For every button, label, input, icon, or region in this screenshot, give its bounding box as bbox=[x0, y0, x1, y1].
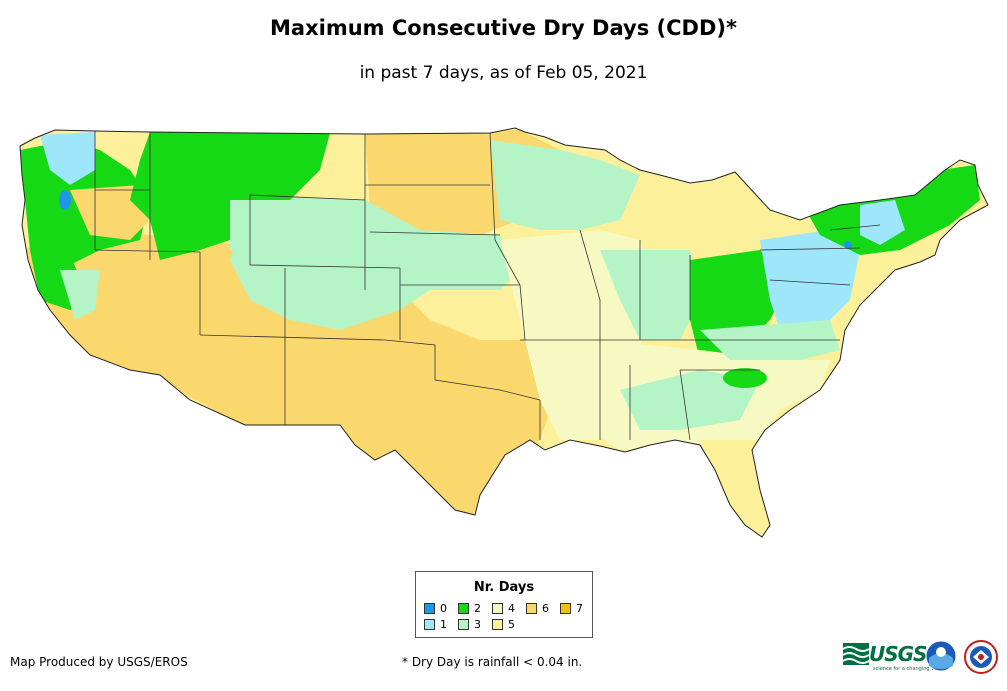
legend-label: 7 bbox=[576, 602, 583, 615]
usgs-logo-text: USGS bbox=[869, 642, 927, 666]
legend-label: 0 bbox=[440, 602, 447, 615]
legend-item: 3 bbox=[458, 618, 481, 631]
legend-swatch bbox=[560, 603, 571, 614]
legend-swatch bbox=[424, 603, 435, 614]
state-boundaries bbox=[94, 131, 881, 441]
legend-swatch bbox=[492, 603, 503, 614]
legend-swatch bbox=[458, 603, 469, 614]
legend-title: Nr. Days bbox=[473, 580, 535, 595]
legend-label: 3 bbox=[474, 618, 481, 631]
legend-item: 7 bbox=[560, 602, 583, 615]
legend-swatch bbox=[526, 603, 537, 614]
legend-swatch bbox=[492, 619, 503, 630]
usgs-tagline: science for a changing world bbox=[873, 666, 945, 672]
legend: Nr. Days 0 1 2 3 4 5 6 7 bbox=[415, 571, 593, 638]
legend-item: 2 bbox=[458, 602, 481, 615]
map-credit: Map Produced by USGS/EROS bbox=[10, 655, 188, 669]
legend-label: 4 bbox=[508, 602, 515, 615]
usgs-wave-icon bbox=[843, 643, 869, 665]
legend-item: 4 bbox=[492, 602, 515, 615]
legend-label: 1 bbox=[440, 618, 447, 631]
usgs-logo: USGS science for a changing world bbox=[843, 642, 945, 672]
nws-logo-icon bbox=[964, 640, 998, 674]
legend-swatch bbox=[458, 619, 469, 630]
map-title: Maximum Consecutive Dry Days (CDD)* bbox=[270, 16, 737, 40]
footnote: * Dry Day is rainfall < 0.04 in. bbox=[402, 655, 583, 669]
legend-item: 0 bbox=[424, 602, 447, 615]
legend-item: 6 bbox=[526, 602, 549, 615]
legend-item: 1 bbox=[424, 618, 447, 631]
legend-swatch bbox=[424, 619, 435, 630]
legend-label: 6 bbox=[542, 602, 549, 615]
legend-item: 5 bbox=[492, 618, 515, 631]
legend-label: 5 bbox=[508, 618, 515, 631]
legend-label: 2 bbox=[474, 602, 481, 615]
noaa-logo-icon bbox=[925, 640, 957, 672]
map-subtitle: in past 7 days, as of Feb 05, 2021 bbox=[359, 63, 648, 83]
